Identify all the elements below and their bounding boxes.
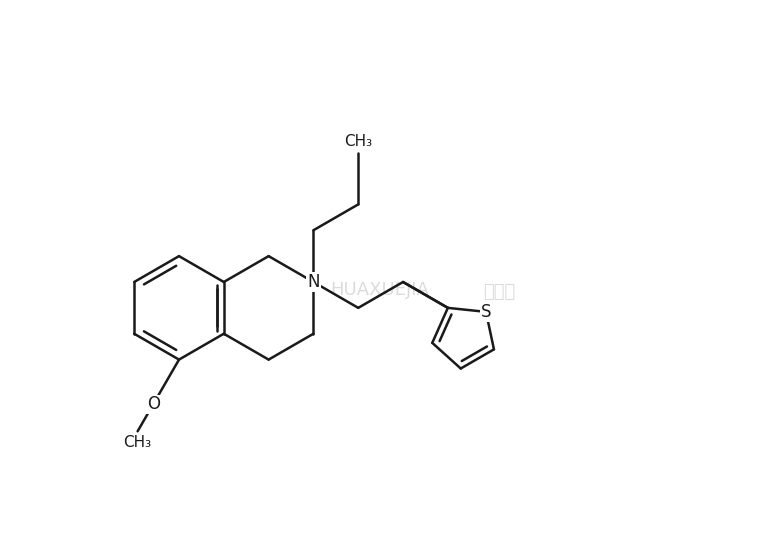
Text: CH₃: CH₃ — [344, 134, 372, 148]
Text: O: O — [147, 395, 160, 413]
Text: 化学家: 化学家 — [483, 283, 515, 301]
Text: N: N — [307, 273, 320, 291]
Text: HUAXUEJIA: HUAXUEJIA — [331, 281, 429, 299]
Text: CH₃: CH₃ — [124, 435, 152, 450]
Text: S: S — [481, 303, 491, 321]
